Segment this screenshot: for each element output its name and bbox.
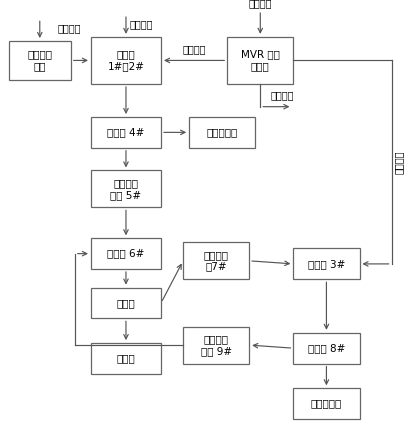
Bar <box>91 117 161 148</box>
Text: 一次滤液
储槽 5#: 一次滤液 储槽 5# <box>110 178 141 200</box>
Text: 结晶釜 6#: 结晶釜 6# <box>107 249 144 259</box>
Text: 高温蒸汽: 高温蒸汽 <box>248 0 271 8</box>
Text: 辅助升温: 辅助升温 <box>130 19 153 30</box>
Text: 蒸发釜
1#、2#: 蒸发釜 1#、2# <box>107 50 144 71</box>
Text: 出水回用: 出水回用 <box>270 91 293 101</box>
Bar <box>91 288 161 318</box>
Text: 预热原液: 预热原液 <box>58 24 81 33</box>
Bar <box>9 41 71 80</box>
Bar <box>293 388 358 419</box>
Bar <box>227 37 293 84</box>
Bar <box>183 242 249 279</box>
Text: 离心液储
槽7#: 离心液储 槽7# <box>203 250 228 272</box>
Bar <box>189 117 255 148</box>
Bar <box>183 327 249 364</box>
Text: 高盐含锂
废水: 高盐含锂 废水 <box>27 50 52 71</box>
Text: 初级碳酸锂: 初级碳酸锂 <box>206 128 237 137</box>
Bar <box>91 37 161 84</box>
Bar <box>91 238 161 269</box>
Text: 抽滤缸 4#: 抽滤缸 4# <box>107 128 144 137</box>
Text: 离心机: 离心机 <box>116 298 135 308</box>
Text: 二次滤液
储槽 9#: 二次滤液 储槽 9# <box>200 334 231 356</box>
Text: 钠钾盐: 钠钾盐 <box>116 354 135 363</box>
Text: MVR 蒸汽
压缩机: MVR 蒸汽 压缩机 <box>240 50 279 71</box>
Bar <box>91 170 161 208</box>
Text: 抽滤缸 8#: 抽滤缸 8# <box>307 343 344 353</box>
Bar <box>293 333 358 364</box>
Text: 低温蒸汽: 低温蒸汽 <box>392 150 403 174</box>
Bar <box>91 343 161 374</box>
Text: 蒸发釜 3#: 蒸发釜 3# <box>307 259 344 269</box>
Text: 次级碳酸锂: 次级碳酸锂 <box>310 398 341 409</box>
Text: 低温蒸汽: 低温蒸汽 <box>182 44 205 54</box>
Bar <box>293 249 358 279</box>
